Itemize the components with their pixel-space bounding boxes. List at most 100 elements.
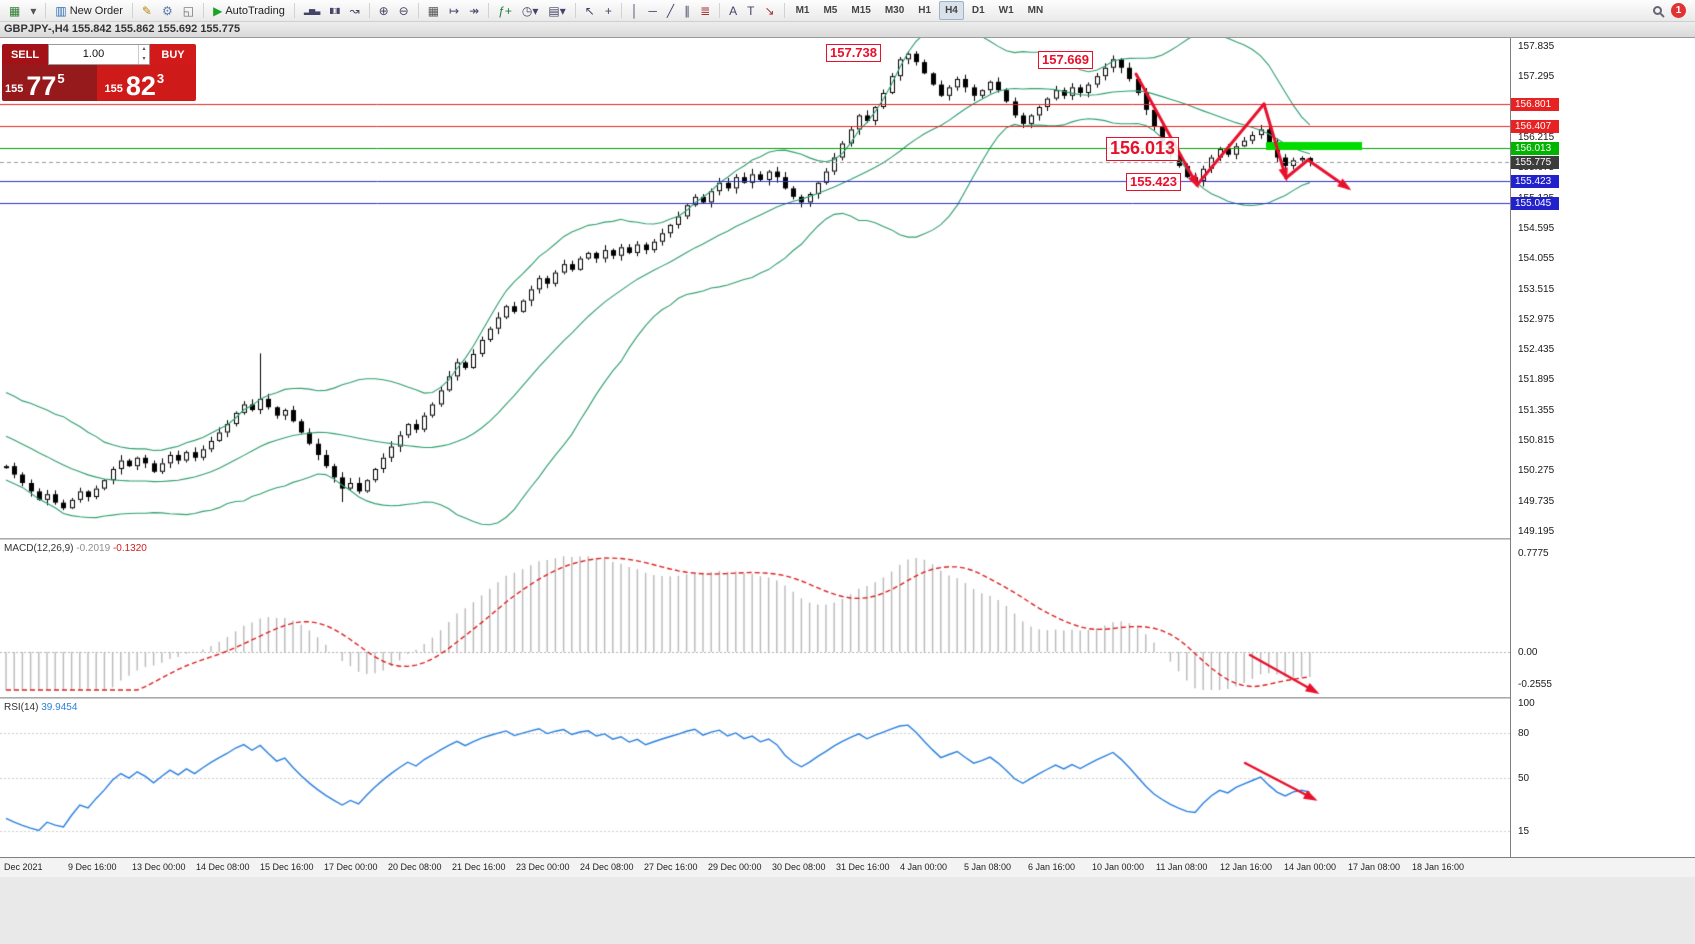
macd-canvas[interactable] (0, 540, 1510, 697)
price-annotation[interactable]: 157.669 (1038, 51, 1093, 69)
text-label-button[interactable]: T (743, 1, 758, 20)
trendline-icon: ╱ (666, 3, 675, 18)
vertical-line-button[interactable]: │ (627, 1, 643, 20)
timeframe-mn-button[interactable]: MN (1022, 1, 1050, 20)
price-annotation[interactable]: 155.423 (1126, 173, 1181, 191)
volume-increase-button[interactable]: ▴ (142, 46, 146, 52)
timeframe-h1-button[interactable]: H1 (912, 1, 937, 20)
horizontal-line-icon: ─ (648, 3, 657, 18)
toolbar-separator (293, 3, 295, 18)
crosshair-icon: + (604, 3, 612, 18)
line-chart-icon: ↝ (349, 3, 360, 18)
new-order-button[interactable]: ▥ New Order (51, 1, 127, 20)
time-axis-label: 14 Jan 00:00 (1284, 862, 1337, 872)
new-chart-icon: ▦ (9, 3, 21, 18)
horizontal-line-button[interactable]: ─ (644, 1, 661, 20)
timeframe-w1-button[interactable]: W1 (993, 1, 1020, 20)
line-chart-button[interactable]: ↝ (346, 1, 364, 20)
timeframe-m1-button[interactable]: M1 (790, 1, 816, 20)
bar-chart-button[interactable]: ▂▅▃ (300, 1, 323, 20)
timeframe-h4-button[interactable]: H4 (939, 1, 964, 20)
zoom-out-button[interactable]: ⊖ (395, 1, 413, 20)
macd-axis-label: 0.00 (1518, 646, 1538, 658)
sell-button[interactable]: SELL (2, 44, 48, 65)
tile-windows-icon: ▦ (427, 3, 440, 18)
autotrading-icon: ▶ (213, 3, 223, 18)
text-icon: A (729, 3, 738, 18)
macd-value-signal: -0.1320 (112, 543, 147, 554)
text-button[interactable]: A (725, 1, 741, 20)
time-axis-label: 23 Dec 00:00 (516, 862, 570, 872)
options-button[interactable]: ⚙ (158, 1, 177, 20)
price-axis-label: 151.895 (1518, 374, 1555, 386)
rsi-axis-label: 80 (1518, 728, 1530, 739)
price-axis-label: 157.835 (1518, 41, 1555, 53)
panel-separator[interactable] (0, 697, 1510, 699)
templates-button[interactable]: ▤▾ (544, 1, 569, 20)
tile-windows-button[interactable]: ▦ (424, 1, 443, 20)
price-tag: 156.407 (1511, 120, 1559, 134)
arrows-icon: ↘ (764, 3, 775, 18)
indicators-button[interactable]: ƒ+ (494, 1, 516, 20)
search-icon[interactable] (1653, 6, 1662, 15)
auto-scroll-button[interactable]: ↦ (445, 1, 463, 20)
chart-shift-button[interactable]: ↠ (465, 1, 483, 20)
timeframe-m5-button[interactable]: M5 (817, 1, 843, 20)
toolbar-separator (368, 3, 370, 18)
toolbar-separator (45, 3, 47, 18)
timeframe-m15-button[interactable]: M15 (845, 1, 876, 20)
volume-decrease-button[interactable]: ▾ (142, 55, 146, 62)
time-axis-label: 10 Jan 00:00 (1092, 862, 1145, 872)
volume-input[interactable]: 1.00 ▴ ▾ (48, 44, 150, 65)
rsi-axis-label: 15 (1518, 825, 1530, 837)
arrows-button[interactable]: ↘ (761, 1, 779, 20)
metaeditor-button[interactable]: ✎ (138, 1, 156, 20)
cursor-button[interactable]: ↖ (581, 1, 599, 20)
periods-button[interactable]: ◷▾ (518, 1, 543, 20)
sell-price[interactable]: 155 77 5 (2, 65, 97, 101)
zoom-in-button[interactable]: ⊕ (375, 1, 393, 20)
time-axis-label: 31 Dec 16:00 (836, 862, 890, 872)
price-axis-label: 154.055 (1518, 253, 1555, 265)
rsi-canvas[interactable] (0, 699, 1510, 857)
trendline-button[interactable]: ╱ (663, 1, 678, 20)
notification-badge[interactable]: 1 (1671, 3, 1686, 18)
price-chart-canvas[interactable] (0, 38, 1510, 538)
toolbar-separator (783, 3, 785, 18)
price-axis-label: 154.595 (1518, 222, 1555, 234)
options-icon: ⚙ (161, 3, 173, 18)
sell-price-big: 77 (26, 71, 57, 101)
equidistant-channel-button[interactable]: ∥ (680, 1, 694, 20)
candlestick-chart-button[interactable]: ▮▯▮ (325, 1, 343, 20)
panel-separator[interactable] (0, 538, 1510, 540)
time-axis-label: 9 Dec 16:00 (68, 862, 117, 872)
text-label-icon: T (747, 3, 755, 18)
auto-scroll-icon: ↦ (449, 3, 460, 18)
price-annotation[interactable]: 156.013 (1106, 137, 1180, 161)
fibonacci-button[interactable]: ≣ (696, 1, 714, 20)
fullscreen-icon: ◱ (182, 3, 195, 18)
sell-price-superscript: 5 (57, 71, 65, 86)
fullscreen-button[interactable]: ◱ (179, 1, 198, 20)
price-chart-panel: 157.738 157.669 156.013 155.423 SELL 1.00 ▴… (0, 38, 1510, 538)
time-axis-label: 4 Jan 00:00 (900, 862, 948, 872)
time-axis-label: 14 Dec 08:00 (196, 862, 250, 872)
price-axis-label: 152.975 (1518, 313, 1555, 325)
buy-button[interactable]: BUY (150, 44, 196, 65)
chart-list-button[interactable]: ▾ (26, 1, 40, 20)
bar-chart-icon: ▂▅▃ (303, 5, 321, 15)
timeframe-d1-button[interactable]: D1 (966, 1, 991, 20)
price-tag: 156.013 (1511, 142, 1559, 156)
price-axis-label: 150.815 (1518, 435, 1555, 447)
timeframe-m30-button[interactable]: M30 (879, 1, 910, 20)
time-axis[interactable]: Dec 2021 9 Dec 16:00 13 Dec 00:00 14 Dec 08… (0, 857, 1695, 877)
autotrading-button[interactable]: ▶ AutoTrading (209, 1, 289, 20)
volume-value[interactable]: 1.00 (82, 48, 105, 60)
new-chart-button[interactable]: ▦ (5, 1, 24, 20)
price-annotation[interactable]: 157.738 (826, 44, 881, 62)
crosshair-button[interactable]: + (601, 1, 616, 20)
price-axis-label: 156.215 (1518, 132, 1555, 144)
price-axis[interactable]: 157.835157.295156.755156.215155.675155.1… (1510, 38, 1695, 877)
toolbar-button-groups: ▦ ▾ ▥ New Order ✎ ⚙ ◱ ▶ AutoTrading ▂▅▃ ▮▯▮ ↝ ⊕ ⊖ ▦ ↦ ↠ ƒ… (4, 1, 1653, 20)
buy-price[interactable]: 155 82 3 (96, 65, 196, 101)
